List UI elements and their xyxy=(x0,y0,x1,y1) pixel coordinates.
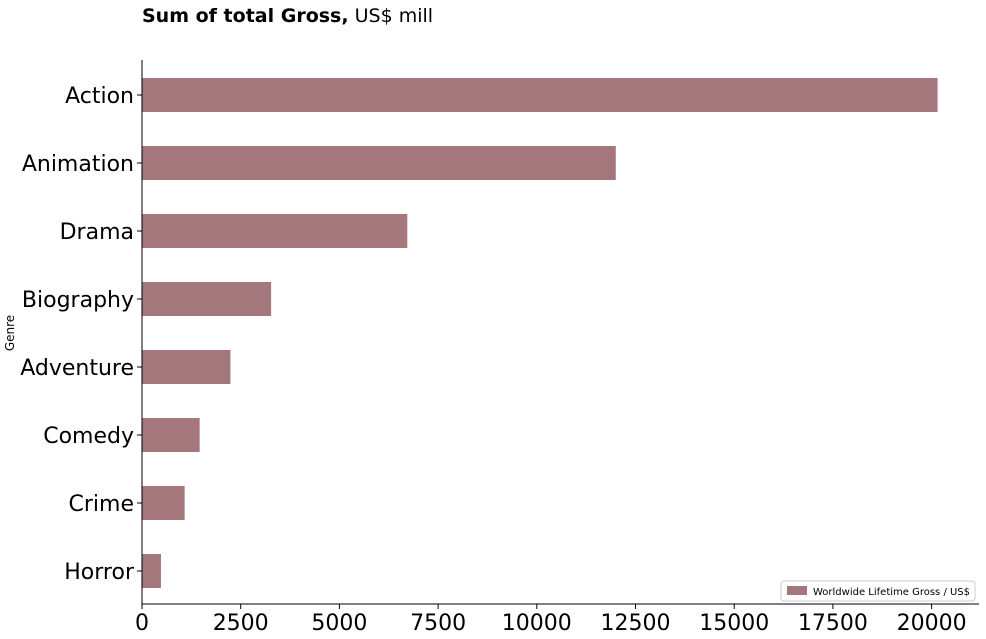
x-tick-label-0: 0 xyxy=(135,611,149,636)
x-tick-label-5000: 5000 xyxy=(311,611,367,636)
x-tick-label-15000: 15000 xyxy=(699,611,769,636)
category-label-crime: Crime xyxy=(69,492,134,517)
bar-biography xyxy=(142,282,272,316)
bar-crime xyxy=(142,486,185,520)
x-tick-label-20000: 20000 xyxy=(897,611,967,636)
bar-animation xyxy=(142,146,616,180)
x-tick-label-12500: 12500 xyxy=(601,611,671,636)
legend-box xyxy=(780,580,976,602)
x-tick-label-17500: 17500 xyxy=(798,611,868,636)
x-tick-label-7500: 7500 xyxy=(410,611,466,636)
category-label-biography: Biography xyxy=(22,288,134,313)
x-tick-label-10000: 10000 xyxy=(502,611,572,636)
bar-horror xyxy=(142,554,161,588)
legend-swatch xyxy=(787,586,807,595)
category-label-action: Action xyxy=(65,84,134,109)
category-label-drama: Drama xyxy=(60,220,134,245)
bar-drama xyxy=(142,214,408,248)
category-labels: Action Animation Drama Biography Adventure Co… xyxy=(20,84,142,585)
bar-comedy xyxy=(142,418,200,452)
chart-title: Sum of total Gross, US$ mill xyxy=(142,5,433,27)
legend-label: Worldwide Lifetime Gross / US$ xyxy=(813,587,970,598)
x-axis: 0 2500 5000 7500 10000 12500 15000 17500 20000 xyxy=(135,603,979,636)
category-label-horror: Horror xyxy=(64,560,135,585)
legend: Worldwide Lifetime Gross / US$ xyxy=(780,580,976,602)
category-label-comedy: Comedy xyxy=(43,424,134,449)
bar-action xyxy=(142,78,938,112)
x-tick-label-2500: 2500 xyxy=(213,611,269,636)
y-axis-label: Genre xyxy=(3,315,17,351)
bars-group xyxy=(142,78,938,588)
category-label-adventure: Adventure xyxy=(20,356,134,381)
category-label-animation: Animation xyxy=(22,152,134,177)
bar-adventure xyxy=(142,350,231,384)
